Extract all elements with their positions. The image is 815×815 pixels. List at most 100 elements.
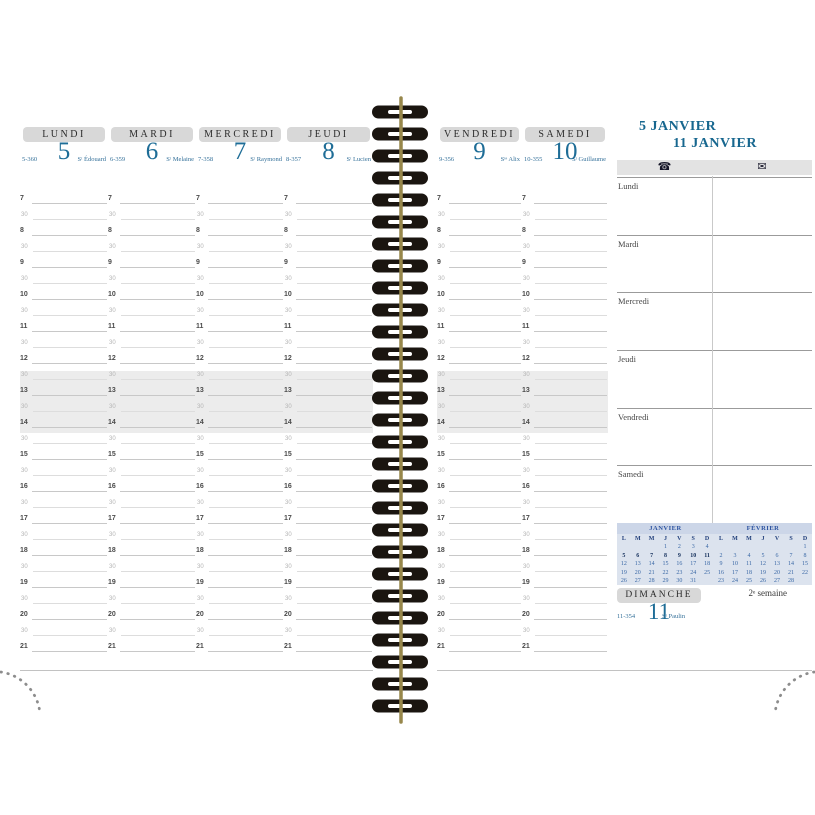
hour-line (296, 555, 372, 556)
hour-line (449, 203, 521, 204)
calendar-date-cell (756, 543, 770, 551)
half-label: 30 (438, 308, 445, 314)
hour-label: 7 (437, 195, 441, 202)
hour-label: 16 (108, 483, 116, 490)
half-label: 30 (109, 532, 116, 538)
hour-line (208, 587, 283, 588)
calendar-day-header: J (761, 536, 765, 542)
half-line (209, 251, 283, 252)
calendar-date-cell: 19 (760, 569, 766, 576)
calendar-date-cell: 26 (760, 577, 766, 584)
hour-label: 19 (522, 579, 530, 586)
hour-label: 11 (284, 323, 292, 330)
hour-line (208, 299, 283, 300)
hour-line (534, 267, 607, 268)
half-line (33, 507, 107, 508)
half-line (535, 347, 607, 348)
half-label: 30 (438, 372, 445, 378)
half-line (535, 443, 607, 444)
hour-label: 17 (108, 515, 116, 522)
hour-label: 10 (196, 291, 204, 298)
half-label: 30 (197, 500, 204, 506)
notes-day-label: Mardi (618, 239, 639, 249)
calendar-date-cell: 21 (648, 569, 655, 576)
hour-label: 11 (522, 323, 530, 330)
right-page-bottom-rule (437, 670, 812, 671)
hour-line (449, 299, 521, 300)
day-count: 6-359 (110, 156, 126, 163)
half-label: 30 (523, 212, 530, 218)
hour-label: 12 (522, 355, 530, 362)
half-line (297, 603, 372, 604)
hour-line (449, 459, 521, 460)
hour-label: 18 (284, 547, 292, 554)
half-label: 30 (523, 340, 530, 346)
half-line (121, 411, 195, 412)
mini-calendar-1: FÉVRIER L M M J V S D 1 2 3 4 5 6 7 8 9 10 11 12 13 14 15 16 17 1… (714, 523, 812, 585)
calendar-date-cell: 7 (650, 552, 654, 559)
calendar-date-cell: 12 (760, 561, 766, 568)
half-label: 30 (197, 340, 204, 346)
half-line (450, 219, 521, 220)
half-line (33, 571, 107, 572)
day-count: 8-357 (286, 156, 302, 163)
spiral-binding (372, 96, 428, 724)
hour-line (120, 331, 195, 332)
half-line (121, 251, 195, 252)
hour-line (296, 459, 372, 460)
hour-line (120, 587, 195, 588)
hour-line (208, 651, 283, 652)
half-label: 30 (109, 212, 116, 218)
half-line (535, 571, 607, 572)
half-label: 30 (285, 500, 292, 506)
half-label: 30 (523, 532, 530, 538)
half-label: 30 (523, 372, 530, 378)
hour-label: 13 (437, 387, 445, 394)
half-label: 30 (197, 628, 204, 634)
half-label: 30 (109, 436, 116, 442)
half-label: 30 (285, 212, 292, 218)
hour-label: 21 (196, 643, 204, 650)
hour-label: 7 (20, 195, 24, 202)
hour-line (32, 459, 107, 460)
half-line (535, 475, 607, 476)
half-label: 30 (285, 244, 292, 250)
hour-line (296, 267, 372, 268)
half-line (33, 539, 107, 540)
half-label: 30 (197, 308, 204, 314)
day-saint: Sᵗ Melaine (166, 156, 194, 163)
half-label: 30 (523, 276, 530, 282)
half-label: 30 (21, 436, 28, 442)
half-label: 30 (523, 436, 530, 442)
half-label: 30 (285, 628, 292, 634)
half-line (297, 411, 372, 412)
calendar-date-cell: 28 (648, 577, 655, 584)
calendar-date-cell: 15 (802, 561, 808, 568)
calendar-date-cell: 10 (732, 561, 738, 568)
hour-line (32, 235, 107, 236)
half-line (297, 443, 372, 444)
half-label: 30 (285, 532, 292, 538)
half-label: 30 (21, 372, 28, 378)
half-label: 30 (109, 628, 116, 634)
hour-label: 16 (522, 483, 530, 490)
hour-line (32, 299, 107, 300)
hour-label: 9 (20, 259, 24, 266)
hour-label: 19 (20, 579, 28, 586)
half-line (450, 603, 521, 604)
day-date: 8 (322, 138, 335, 165)
hour-label: 17 (437, 515, 445, 522)
half-label: 30 (438, 628, 445, 634)
hour-line (32, 491, 107, 492)
hour-label: 13 (522, 387, 530, 394)
half-label: 30 (438, 500, 445, 506)
hour-line (534, 363, 607, 364)
half-line (121, 347, 195, 348)
calendar-date-cell: 11 (746, 561, 752, 568)
hour-line (534, 459, 607, 460)
hour-label: 7 (284, 195, 288, 202)
half-line (297, 571, 372, 572)
lunch-shading-left-page (20, 371, 373, 433)
notes-day-row-vendredi: Vendredi (617, 408, 812, 465)
